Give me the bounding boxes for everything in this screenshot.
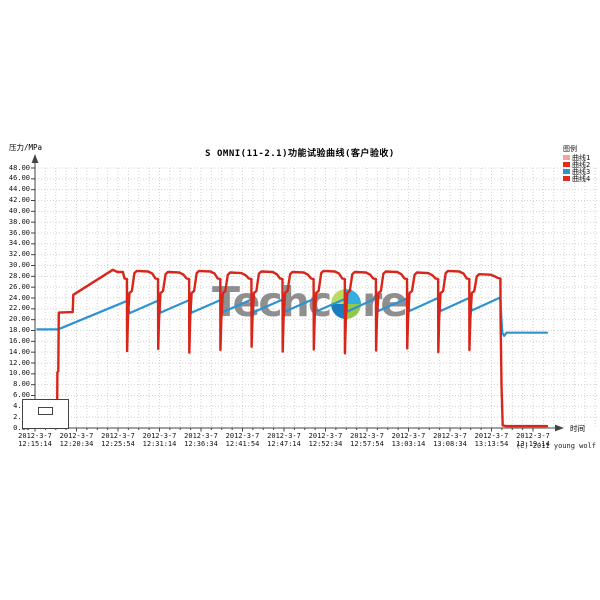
legend-entry-label: 曲线2 bbox=[572, 160, 591, 169]
series-曲线2 bbox=[55, 268, 549, 430]
y-tick-label: 10.00 bbox=[8, 369, 30, 378]
legend-entry: 曲线2 bbox=[563, 160, 591, 169]
y-tick-label: 8.00 bbox=[13, 380, 30, 389]
x-tick-label: 2012-3-7 13:08:34 bbox=[433, 432, 467, 448]
legend-swatch-icon bbox=[563, 155, 570, 160]
y-tick-label: 32.00 bbox=[8, 250, 30, 259]
y-tick-label: 12.00 bbox=[8, 358, 30, 367]
inset-annotation-box bbox=[22, 399, 69, 429]
y-tick-label: 20.00 bbox=[8, 315, 30, 324]
x-tick-label: 2012-3-7 12:47:14 bbox=[267, 432, 301, 448]
y-tick-label: 14.00 bbox=[8, 347, 30, 356]
y-tick-label: 0.00 bbox=[0, 424, 30, 432]
x-tick-label: 2012-3-7 13:19:14 bbox=[516, 432, 550, 448]
x-tick-label: 2012-3-7 12:57:54 bbox=[350, 432, 384, 448]
x-tick-label: 2012-3-7 12:20:34 bbox=[59, 432, 94, 448]
y-tick-label: 24.00 bbox=[8, 293, 30, 302]
y-tick-label: 18.00 bbox=[8, 326, 30, 334]
y-tick-label: 42.00 bbox=[8, 196, 30, 204]
chart-title: S OMNI(11-2.1)功能试验曲线(客户验收) bbox=[205, 149, 395, 159]
y-tick-label: 46.00 bbox=[8, 174, 30, 183]
legend-entry: 曲线4 bbox=[563, 174, 591, 183]
legend-rows: 曲线1 曲线2 曲线3 曲线4 bbox=[563, 153, 591, 183]
inset-inner-rect bbox=[38, 407, 53, 415]
x-tick-label: 2012-3-7 13:13:54 bbox=[474, 432, 509, 448]
y-tick-label: 16.00 bbox=[8, 336, 30, 345]
x-tick-label: 2012-3-7 13:03:14 bbox=[391, 432, 426, 448]
y-tick-label: 34.00 bbox=[8, 239, 30, 248]
y-tick-label: 44.00 bbox=[8, 185, 30, 194]
y-tick-label: 28.00 bbox=[8, 271, 30, 280]
legend-entry: 曲线1 bbox=[563, 153, 591, 162]
y-tick-label: 36.00 bbox=[8, 228, 30, 237]
y-tick-label: 4.00 bbox=[0, 402, 30, 410]
legend-title: 图例 bbox=[563, 145, 577, 153]
legend: 图例 曲线1 曲线2 曲线3 曲线4 bbox=[563, 145, 591, 183]
x-tick-label: 2012-3-7 12:41:54 bbox=[225, 432, 260, 448]
copyright-text: (C) 2011 young wolf bbox=[515, 442, 596, 450]
y-tick-label: 6.00 bbox=[13, 391, 30, 399]
legend-entry-label: 曲线1 bbox=[572, 153, 591, 162]
legend-entry: 曲线3 bbox=[563, 167, 591, 176]
y-tick-label: 30.00 bbox=[8, 261, 30, 269]
legend-swatch-icon bbox=[563, 176, 570, 181]
legend-entry-label: 曲线3 bbox=[572, 167, 591, 176]
y-tick-label: 26.00 bbox=[8, 282, 30, 291]
y-tick-label: 22.00 bbox=[8, 304, 30, 313]
x-tick-label: 2012-3-7 12:25:54 bbox=[101, 432, 135, 448]
legend-swatch-icon bbox=[563, 162, 570, 167]
y-tick-label: 40.00 bbox=[8, 206, 30, 215]
x-tick-label: 2012-3-7 12:15:14 bbox=[18, 432, 52, 448]
x-tick-label: 2012-3-7 12:52:34 bbox=[308, 432, 343, 448]
legend-entry-label: 曲线4 bbox=[572, 174, 591, 183]
y-tick-label: 38.00 bbox=[8, 217, 30, 226]
x-axis-title: 时间 bbox=[570, 424, 585, 433]
y-tick-label: 48.00 bbox=[8, 163, 30, 172]
x-tick-label: 2012-3-7 12:36:34 bbox=[184, 432, 218, 448]
y-tick-label: 2.00 bbox=[0, 413, 30, 421]
x-tick-label: 2012-3-7 12:31:14 bbox=[142, 432, 177, 448]
y-axis-title: 压力/MPa bbox=[9, 143, 43, 152]
legend-swatch-icon bbox=[563, 169, 570, 174]
watermark-text-left: Techc bbox=[212, 278, 332, 326]
